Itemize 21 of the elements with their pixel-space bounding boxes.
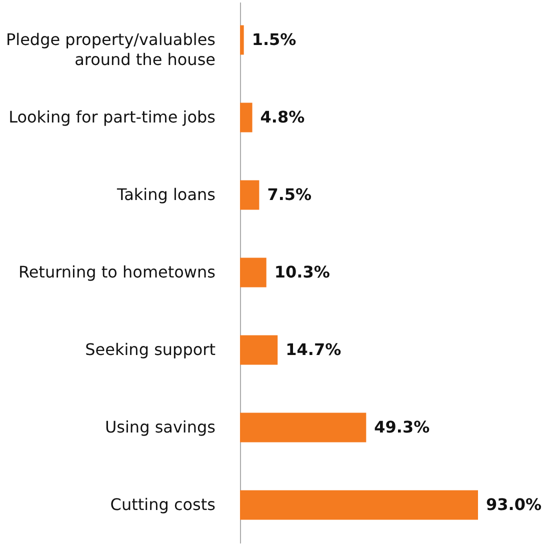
bar <box>240 180 260 210</box>
y-tick-label: Taking loans <box>116 184 216 204</box>
y-tick-label: Seeking support <box>85 340 216 360</box>
data-label: 4.8% <box>260 107 305 126</box>
bar <box>240 490 478 520</box>
data-label: 10.3% <box>274 262 330 282</box>
data-label: 49.3% <box>374 418 430 437</box>
data-label: 1.5% <box>252 30 296 49</box>
bar <box>240 412 366 442</box>
data-label: 14.7% <box>286 340 342 360</box>
y-tick-label: Pledge property/valuables around the house <box>6 30 216 69</box>
y-tick-label: Looking for part-time jobs <box>8 107 216 126</box>
bar <box>240 258 266 288</box>
y-tick-label: Returning to hometowns <box>18 262 216 282</box>
bar <box>240 335 278 365</box>
data-label: 7.5% <box>267 184 312 204</box>
y-tick-label: Using savings <box>104 418 216 437</box>
bar <box>240 25 244 55</box>
bar <box>240 102 252 132</box>
data-label: 93.0% <box>486 495 542 514</box>
y-tick-label: Cutting costs <box>110 495 216 514</box>
